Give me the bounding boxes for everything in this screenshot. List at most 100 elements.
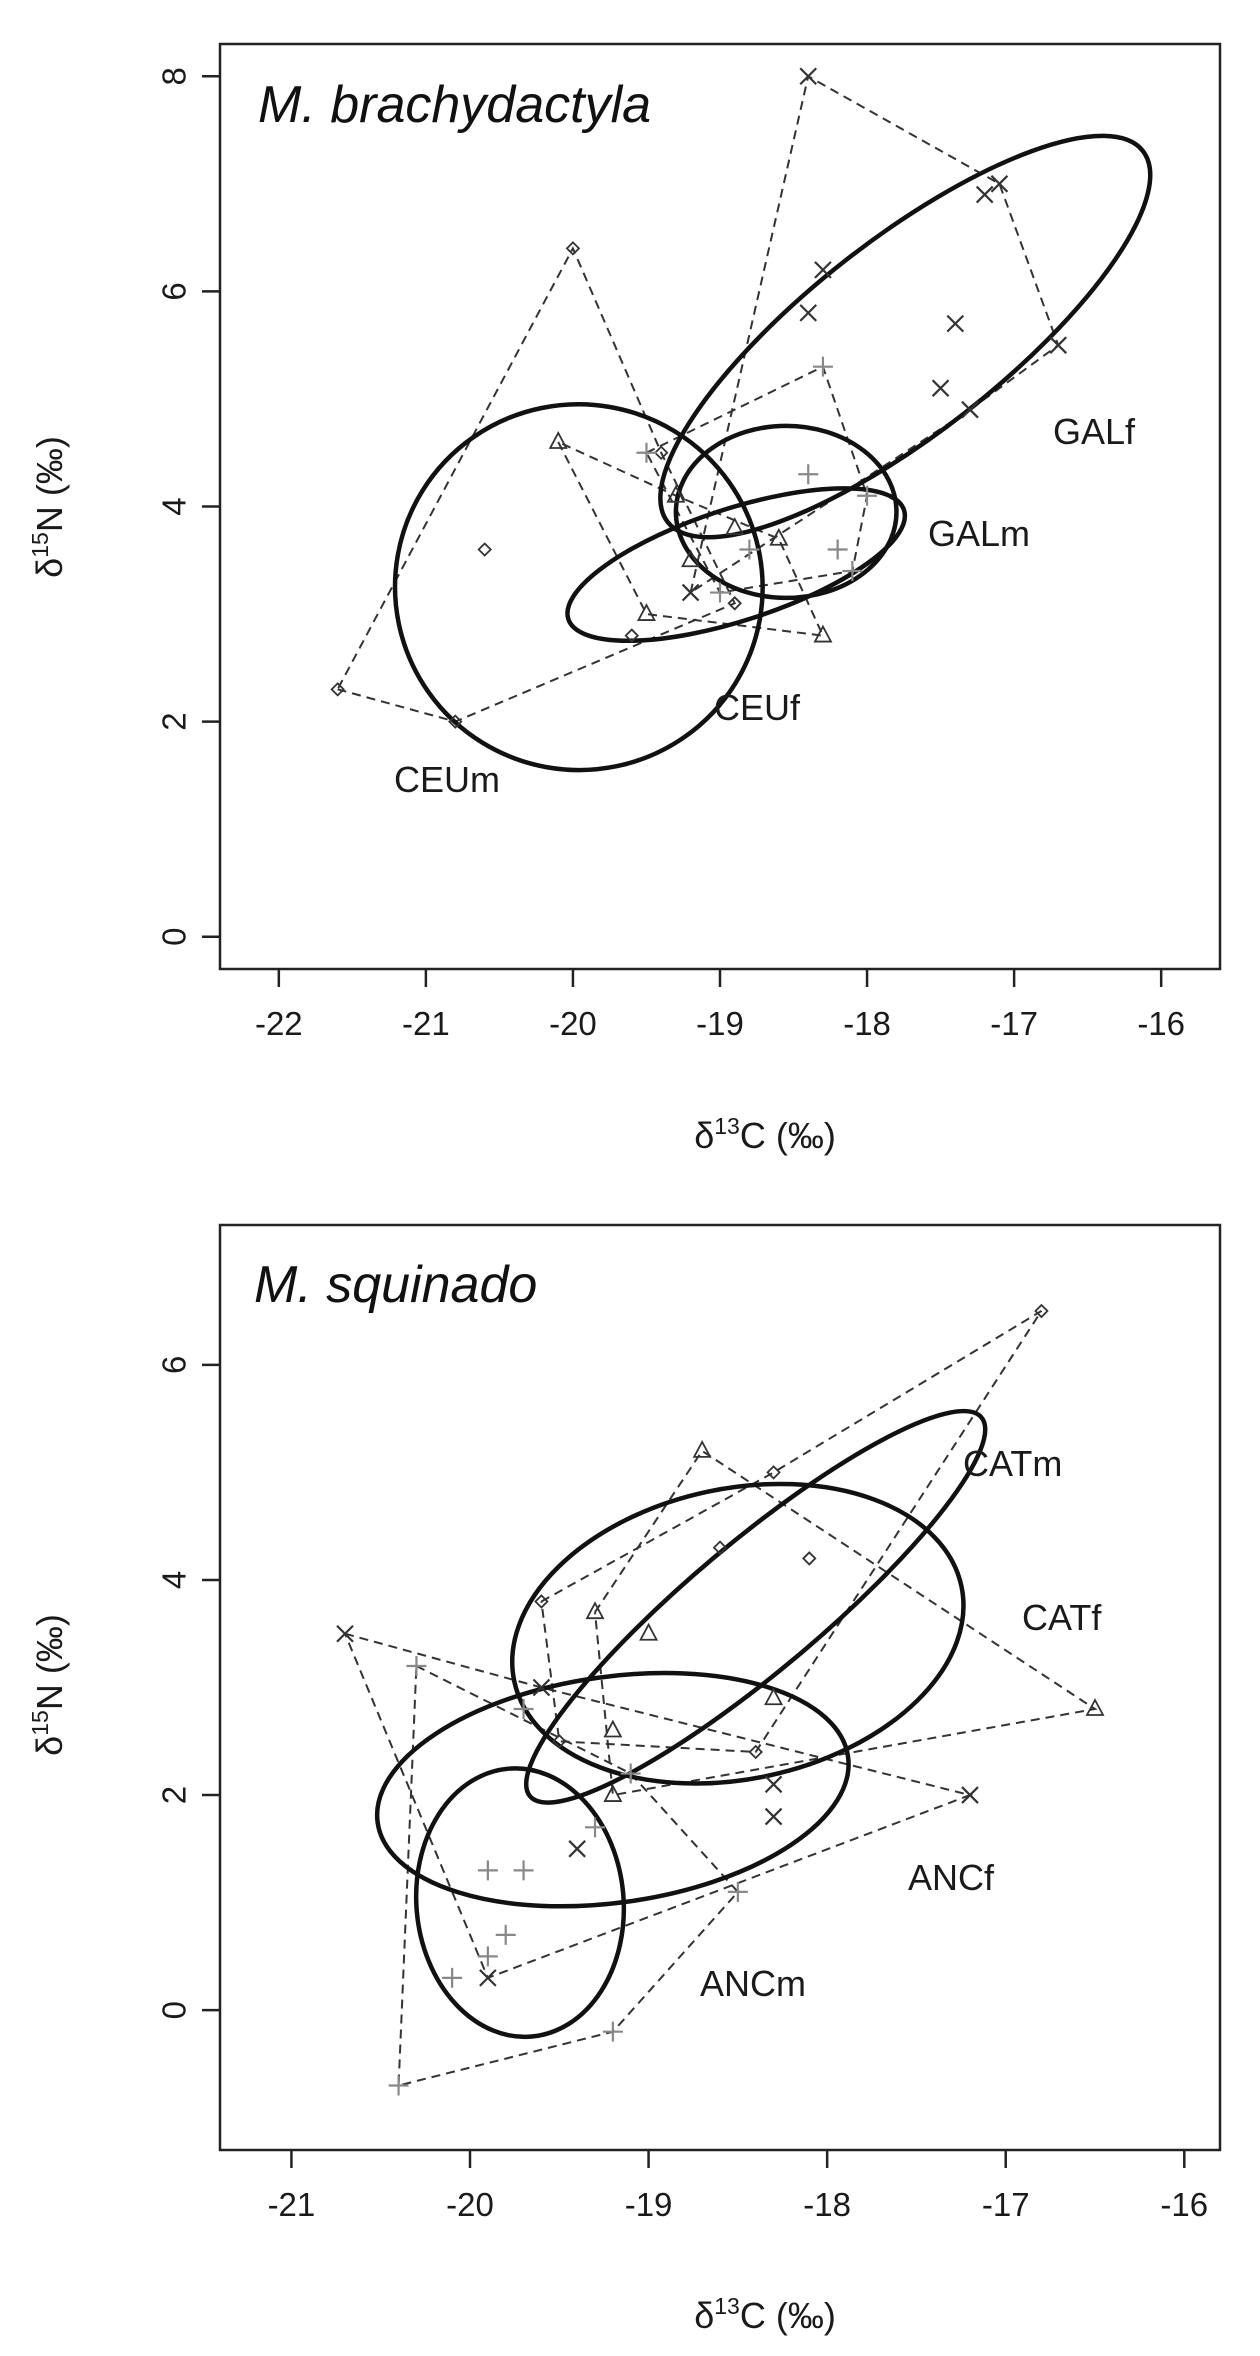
y-tick-label: 0 bbox=[156, 928, 193, 946]
point-ancf bbox=[336, 1624, 354, 1643]
ellipse-galm bbox=[673, 423, 899, 601]
ellipse-ancf bbox=[374, 1670, 851, 1909]
point-ancm bbox=[495, 1924, 516, 1945]
ellipse-catm bbox=[523, 1408, 988, 1805]
point-ceuf bbox=[769, 527, 789, 546]
point-ceum bbox=[565, 241, 581, 256]
group-label-catm: CATm bbox=[963, 1443, 1062, 1484]
point-ceum bbox=[624, 628, 640, 643]
point-galf bbox=[814, 261, 832, 279]
point-galf bbox=[799, 67, 818, 86]
x-tick-label: -21 bbox=[402, 1005, 450, 1042]
y-tick-label: 0 bbox=[156, 2001, 193, 2019]
point-catm bbox=[1034, 1303, 1049, 1319]
point-ceum bbox=[330, 682, 345, 697]
point-ceum bbox=[653, 445, 669, 460]
group-label-ancm: ANCm bbox=[700, 1963, 806, 2004]
point-ancm bbox=[602, 2021, 623, 2042]
point-galm bbox=[857, 485, 878, 506]
point-ceum bbox=[727, 596, 742, 611]
point-ceum bbox=[448, 714, 463, 729]
hull-galm bbox=[645, 365, 869, 594]
point-galf bbox=[975, 185, 994, 204]
point-ceuf bbox=[666, 484, 686, 503]
point-ceuf bbox=[681, 549, 701, 568]
y-tick-label: 6 bbox=[156, 282, 193, 300]
point-ancf bbox=[568, 1840, 586, 1858]
x-tick-label: -20 bbox=[549, 1005, 597, 1042]
y-tick-label: 4 bbox=[156, 497, 193, 515]
plot-frame bbox=[218, 1223, 1222, 2152]
point-galf bbox=[961, 400, 979, 419]
x-tick-label: -22 bbox=[255, 1005, 303, 1042]
point-galf bbox=[1049, 336, 1068, 354]
chart-title: M. brachydactyla bbox=[258, 76, 651, 134]
hull-ceuf bbox=[557, 441, 825, 637]
point-catm bbox=[712, 1540, 728, 1555]
point-ceum bbox=[477, 542, 492, 557]
point-catf bbox=[764, 1687, 784, 1706]
point-galm bbox=[710, 582, 730, 603]
point-galf bbox=[990, 175, 1009, 193]
point-ancm bbox=[442, 1967, 463, 1988]
data-points bbox=[336, 1303, 1105, 2096]
chart-title: M. squinado bbox=[254, 1256, 537, 1314]
sea-ellipses bbox=[392, 133, 1153, 773]
convex-hulls bbox=[336, 74, 1060, 723]
panel-squinado: -21 -20 -19 -18 -17 -16 0 2 4 6 M. squinado CATm… bbox=[27, 1223, 1222, 2336]
point-catf bbox=[692, 1439, 712, 1458]
point-catf bbox=[585, 1601, 605, 1620]
y-tick-label: 2 bbox=[156, 712, 193, 730]
point-catm bbox=[534, 1594, 549, 1609]
group-label-ancf: ANCf bbox=[908, 1857, 995, 1898]
y-tick-label: 8 bbox=[156, 67, 193, 85]
point-ancm bbox=[513, 1699, 534, 1720]
point-catm bbox=[802, 1551, 817, 1566]
point-catf bbox=[1085, 1698, 1105, 1716]
x-axis-ticks: -22 -21 -20 -19 -18 -17 -16 bbox=[255, 969, 1185, 1042]
point-ceuf bbox=[725, 517, 745, 535]
sea-ellipses bbox=[374, 1408, 988, 2040]
point-ancf bbox=[961, 1786, 979, 1804]
panel-brachydactyla: -22 -21 -20 -19 -18 -17 -16 0 2 4 6 8 M. brachydac… bbox=[27, 42, 1222, 1156]
x-axis-label: δ13C (‰) bbox=[694, 1113, 836, 1156]
point-ancm bbox=[513, 1860, 534, 1881]
x-tick-label: -19 bbox=[696, 1005, 744, 1042]
point-ancm bbox=[620, 1763, 641, 1784]
hull-galf bbox=[689, 74, 1060, 594]
x-tick-label: -16 bbox=[1160, 2186, 1208, 2223]
point-ancm bbox=[585, 1817, 605, 1838]
ellipse-ceuf bbox=[565, 486, 908, 644]
point-ancm bbox=[477, 1860, 498, 1881]
x-tick-label: -17 bbox=[990, 1005, 1038, 1042]
hull-ancm bbox=[397, 1665, 740, 2087]
x-tick-label: -18 bbox=[803, 2186, 851, 2223]
point-galm bbox=[827, 539, 848, 560]
hull-ancf bbox=[344, 1632, 974, 1980]
group-label-galf: GALf bbox=[1053, 411, 1136, 452]
point-galf bbox=[931, 379, 950, 397]
point-galm bbox=[636, 442, 657, 463]
point-galf bbox=[799, 304, 818, 322]
x-axis-label: δ13C (‰) bbox=[694, 2293, 836, 2336]
point-catf bbox=[603, 1784, 623, 1802]
y-tick-label: 2 bbox=[156, 1786, 193, 1804]
point-ancm bbox=[406, 1655, 427, 1676]
group-label-ceuf: CEUf bbox=[714, 687, 801, 728]
plot-frame bbox=[218, 42, 1222, 971]
group-label-galm: GALm bbox=[928, 513, 1030, 554]
ellipse-galf bbox=[658, 133, 1153, 540]
point-galm bbox=[812, 356, 833, 377]
hull-catm bbox=[540, 1310, 1043, 1754]
point-galm bbox=[798, 464, 819, 485]
x-tick-label: -21 bbox=[268, 2186, 316, 2223]
y-tick-label: 6 bbox=[156, 1356, 193, 1374]
y-axis-ticks: 0 2 4 6 bbox=[156, 1356, 220, 2019]
point-galm bbox=[739, 539, 760, 560]
ellipse-catf bbox=[510, 1481, 966, 1786]
group-label-ceum: CEUm bbox=[394, 759, 500, 800]
point-ancf bbox=[479, 1969, 497, 1987]
data-points bbox=[330, 67, 1068, 729]
point-ceuf bbox=[548, 431, 568, 449]
